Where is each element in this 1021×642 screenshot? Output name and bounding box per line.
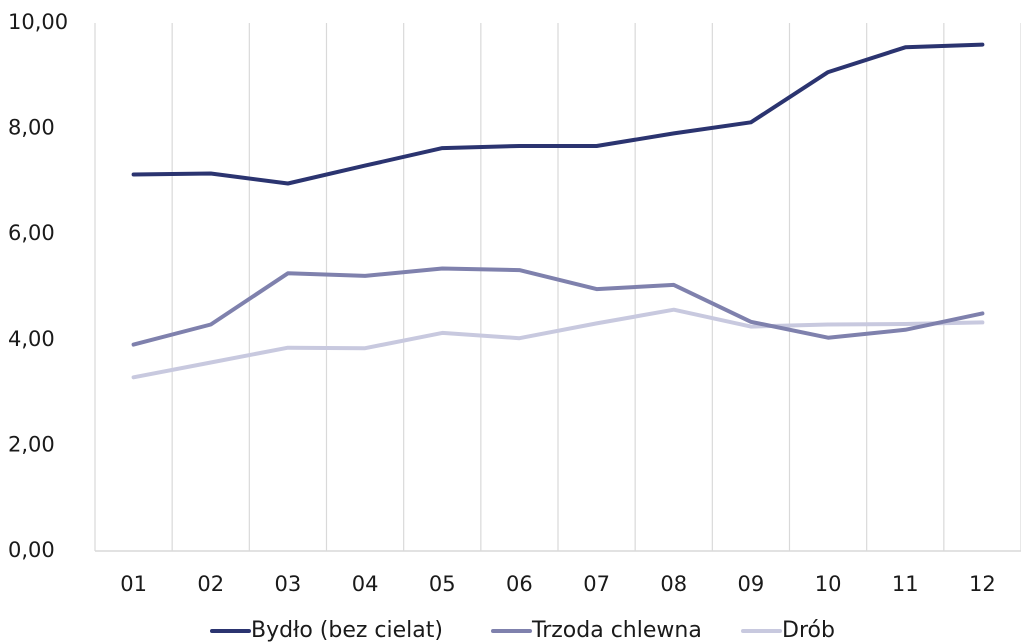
legend-label: Bydło (bez cielat) [251, 618, 443, 642]
series-line-1 [131, 42, 985, 186]
x-tick-label: 10 [815, 572, 842, 596]
series-line-3 [131, 307, 985, 380]
x-tick-label: 01 [120, 572, 147, 596]
x-tick-label: 08 [660, 572, 687, 596]
y-tick-label: 2,00 [8, 432, 55, 456]
x-tick-label: 07 [583, 572, 610, 596]
y-tick-label: 4,00 [8, 327, 55, 351]
x-tick-label: 11 [892, 572, 919, 596]
legend: Bydło (bez cielat) Trzoda chlewna Drób [210, 618, 835, 642]
y-tick-label: 6,00 [8, 221, 55, 245]
series-lines [131, 42, 985, 380]
x-tick-label: 12 [969, 572, 996, 596]
gridlines [94, 23, 1021, 551]
x-tick-label: 04 [352, 572, 379, 596]
y-tick-label: 8,00 [8, 116, 55, 140]
x-tick-label: 09 [738, 572, 765, 596]
y-tick-label: 0,00 [8, 538, 55, 562]
x-tick-label: 06 [506, 572, 533, 596]
y-tick-label: 10,00 [8, 10, 68, 34]
x-tick-label: 05 [429, 572, 456, 596]
x-tick-label: 02 [197, 572, 224, 596]
series-line-2 [131, 266, 985, 347]
legend-label: Trzoda chlewna [531, 618, 702, 642]
axes: 0,00 2,00 4,00 6,00 8,00 10,00 01 02 03 04 05 06 07 0… [8, 10, 1021, 596]
legend-label: Drób [782, 618, 835, 642]
x-tick-label: 03 [275, 572, 302, 596]
